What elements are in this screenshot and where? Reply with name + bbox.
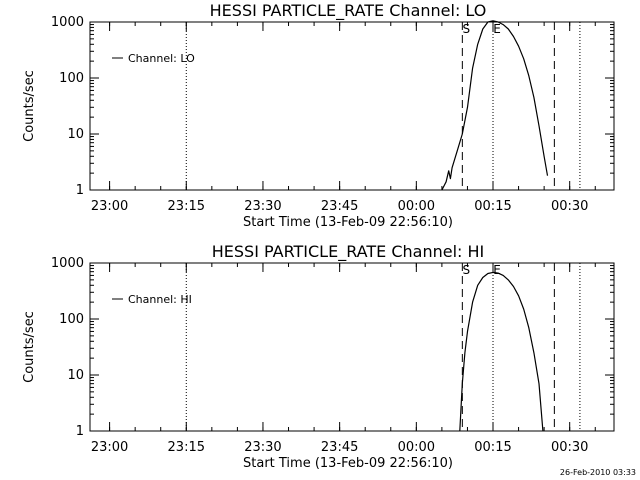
marker-e-label: E <box>493 263 501 277</box>
x-tick-label: 23:30 <box>244 199 281 214</box>
chart-title: HESSI PARTICLE_RATE Channel: LO <box>210 1 487 21</box>
timestamp-label: 26-Feb-2010 03:33 <box>560 468 636 477</box>
legend-label: Channel: LO <box>128 52 195 65</box>
y-tick-label: 1 <box>76 424 84 439</box>
y-tick-label: 100 <box>59 71 84 86</box>
x-axis-label: Start Time (13-Feb-09 22:56:10) <box>243 456 453 471</box>
x-tick-label: 00:15 <box>474 440 511 455</box>
marker-s-label: S <box>463 22 471 36</box>
x-tick-label: 00:15 <box>474 199 511 214</box>
x-tick-label: 23:45 <box>321 440 358 455</box>
series-line <box>442 21 548 190</box>
y-tick-label: 1000 <box>51 256 84 271</box>
series-line <box>460 272 543 431</box>
y-axis-label: Counts/sec <box>22 70 37 142</box>
x-tick-label: 23:45 <box>321 199 358 214</box>
y-tick-label: 1000 <box>51 15 84 30</box>
y-tick-label: 10 <box>67 368 84 383</box>
x-tick-label: 23:15 <box>168 440 205 455</box>
marker-e-label: E <box>493 22 501 36</box>
chart-title: HESSI PARTICLE_RATE Channel: HI <box>212 242 485 262</box>
x-tick-label: 00:30 <box>551 199 588 214</box>
x-tick-label: 00:00 <box>398 199 435 214</box>
y-axis-label: Counts/sec <box>22 311 37 383</box>
legend-label: Channel: HI <box>128 293 192 306</box>
chart-panel-hi: HESSI PARTICLE_RATE Channel: HI 1 10 100 100… <box>22 242 614 471</box>
y-tick-label: 100 <box>59 312 84 327</box>
x-tick-label: 00:00 <box>398 440 435 455</box>
y-tick-label: 1 <box>76 183 84 198</box>
chart-panel-lo: HESSI PARTICLE_RATE Channel: LO 1 10 100 100… <box>22 1 614 230</box>
y-tick-label: 10 <box>67 127 84 142</box>
x-tick-label: 23:00 <box>91 199 128 214</box>
x-tick-label: 23:15 <box>168 199 205 214</box>
x-tick-label: 23:30 <box>244 440 281 455</box>
x-tick-label: 23:00 <box>91 440 128 455</box>
plot-frame <box>90 263 614 431</box>
x-axis-label: Start Time (13-Feb-09 22:56:10) <box>243 215 453 230</box>
x-tick-label: 00:30 <box>551 440 588 455</box>
marker-s-label: S <box>463 263 471 277</box>
